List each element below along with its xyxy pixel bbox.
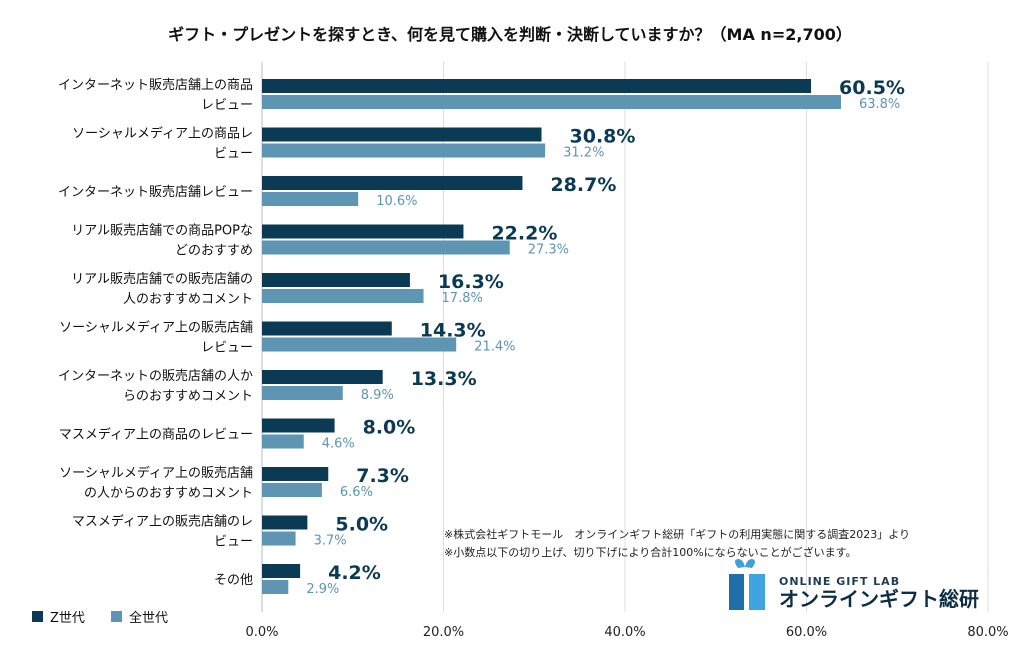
category-label: リアル販売店舗での商品POPな — [71, 223, 253, 239]
bar-z-generation — [262, 564, 301, 578]
rounding-note: ※小数点以下の切り上げ、切り下げにより合計100%にならないことがございます。 — [444, 545, 857, 559]
legend: Z世代 全世代 — [32, 610, 168, 626]
data-label-z-generation: 22.2% — [491, 223, 557, 245]
bar-z-generation — [262, 467, 329, 481]
bar-all-generations — [262, 531, 296, 546]
bar-layer: 60.5%63.8% 30.8%31.2% 28.7% 10.6% 22.2%27.3%… — [262, 77, 905, 597]
legend-swatch-z-generation — [32, 611, 43, 622]
data-label-all-generations: 10.6% — [376, 194, 417, 209]
category-label: ソーシャルメディア上の販売店舗 — [59, 320, 253, 336]
category-label: ビュー — [214, 535, 253, 550]
category-label: その他 — [214, 573, 253, 588]
x-tick-label: 20.0% — [423, 625, 464, 640]
data-label-z-generation: 8.0% — [363, 417, 416, 439]
legend-label-z-generation: Z世代 — [50, 611, 85, 626]
online-gift-lab-logo: ONLINE GIFT LAB オンラインギフト総研 — [729, 559, 979, 611]
data-label-z-generation: 7.3% — [356, 465, 409, 487]
data-label-z-generation: 30.8% — [570, 126, 636, 148]
bar-z-generation — [262, 515, 308, 530]
bar-z-generation — [262, 370, 383, 384]
bar-all-generations — [262, 434, 304, 449]
x-tick-label: 60.0% — [786, 625, 827, 640]
chart-title: ギフト・プレゼントを探すとき、何を見て購入を判断・決断していますか？（MA n=… — [168, 25, 852, 44]
bar-z-generation — [262, 127, 542, 142]
bar-all-generations — [262, 337, 457, 352]
data-label-all-generations: 21.4% — [474, 340, 515, 355]
bar-all-generations — [262, 192, 359, 206]
data-label-z-generation: 13.3% — [411, 368, 477, 390]
bar-z-generation — [262, 79, 812, 93]
bar-z-generation — [262, 418, 335, 433]
category-label: レビュー — [201, 341, 253, 356]
data-label-all-generations: 6.6% — [340, 485, 373, 500]
data-label-z-generation: 5.0% — [335, 514, 388, 536]
category-label: レビュー — [201, 98, 253, 113]
x-axis-ticks: 0.0% 20.0% 40.0% 60.0% 80.0% — [245, 625, 1008, 640]
source-note: ※株式会社ギフトモール オンラインギフト総研「ギフトの利用実態に関する調査202… — [444, 527, 910, 541]
category-label: ソーシャルメディア上の販売店舗 — [59, 465, 253, 481]
source-notes: ※株式会社ギフトモール オンラインギフト総研「ギフトの利用実態に関する調査202… — [444, 527, 910, 559]
data-label-all-generations: 17.8% — [442, 291, 483, 306]
bar-all-generations — [262, 240, 510, 255]
data-label-z-generation: 60.5% — [839, 77, 905, 99]
data-label-all-generations: 8.9% — [361, 388, 394, 403]
data-label-all-generations: 3.7% — [314, 534, 347, 549]
legend-label-all-generations: 全世代 — [129, 610, 168, 626]
data-label-all-generations: 63.8% — [859, 97, 900, 112]
bar-all-generations — [262, 95, 841, 109]
gift-box-icon — [729, 559, 765, 610]
bar-all-generations — [262, 580, 289, 594]
data-label-all-generations: 31.2% — [563, 146, 604, 161]
bar-all-generations — [262, 483, 322, 497]
category-label: どのおすすめ — [175, 244, 253, 259]
category-label: インターネットの販売店舗の人か — [58, 368, 253, 384]
bar-z-generation — [262, 224, 464, 239]
category-labels: インターネット販売店舗上の商品レビューソーシャルメディア上の商品レビューインター… — [58, 77, 253, 588]
logo-japanese: オンラインギフト総研 — [779, 587, 979, 611]
category-label: マスメディア上の商品のレビュー — [59, 427, 253, 443]
data-label-z-generation: 4.2% — [328, 562, 381, 584]
category-label: インターネット販売店舗上の商品 — [58, 77, 253, 93]
legend-swatch-all-generations — [111, 611, 122, 622]
category-label: インターネット販売店舗レビュー — [58, 184, 253, 200]
bar-all-generations — [262, 386, 343, 400]
bar-all-generations — [262, 289, 424, 303]
x-tick-label: 40.0% — [604, 625, 645, 640]
category-label: の人からのおすすめコメント — [84, 486, 253, 501]
data-label-all-generations: 27.3% — [528, 243, 569, 258]
bar-z-generation — [262, 176, 523, 190]
data-label-all-generations: 2.9% — [306, 582, 339, 597]
category-label: らのおすすめコメント — [123, 389, 253, 404]
bar-z-generation — [262, 321, 392, 336]
logo-english: ONLINE GIFT LAB — [779, 575, 900, 588]
category-label: 人のおすすめコメント — [123, 292, 253, 307]
data-label-z-generation: 16.3% — [438, 271, 504, 293]
data-label-z-generation: 28.7% — [550, 174, 616, 196]
x-tick-label: 0.0% — [245, 625, 278, 640]
bar-all-generations — [262, 143, 546, 158]
category-label: マスメディア上の販売店舗のレ — [72, 514, 253, 530]
data-label-all-generations: 4.6% — [322, 437, 355, 452]
data-label-z-generation: 14.3% — [420, 320, 486, 342]
category-label: ビュー — [214, 147, 253, 162]
category-label: ソーシャルメディア上の商品レ — [72, 126, 253, 142]
x-tick-label: 80.0% — [967, 625, 1008, 640]
bar-z-generation — [262, 273, 410, 287]
category-label: リアル販売店舗での販売店舗の — [71, 271, 253, 287]
